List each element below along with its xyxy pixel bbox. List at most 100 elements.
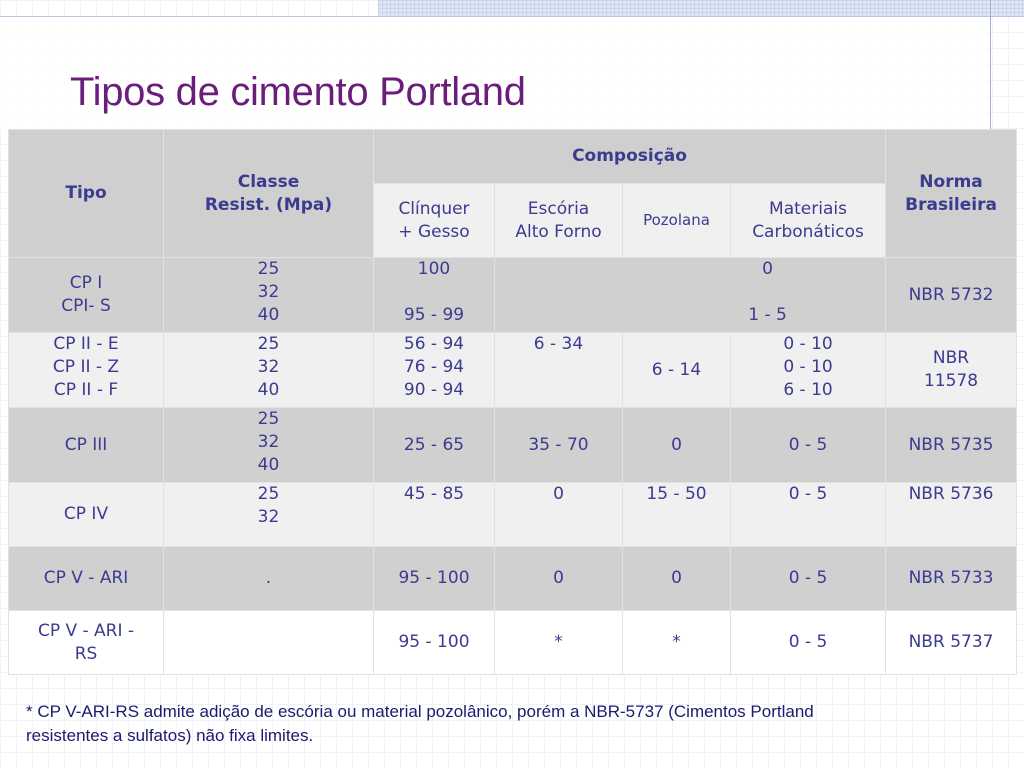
vertical-accent-line [990, 0, 991, 130]
header-pozolana: Pozolana [622, 183, 731, 258]
cell-classe [163, 610, 374, 675]
cell-line: 40 [257, 380, 280, 400]
header-materiais: Materiais Carbonáticos [729, 183, 887, 258]
footnote-line1: * CP V-ARI-RS admite adição de escória o… [26, 702, 814, 721]
cell-line: 0 - 5 [788, 632, 828, 652]
cell-classe: 25 32 [163, 482, 374, 547]
cell-line: 25 - 65 [403, 434, 465, 455]
header-escoria-line2: Alto Forno [515, 221, 602, 242]
cell-line: CP II - E [53, 334, 119, 354]
cell-tipo: CP I CPI- S [8, 257, 164, 333]
cell-classe: 25 32 40 [163, 257, 374, 333]
footnote-line2: resistentes a sulfatos) não fixa limites… [26, 726, 314, 745]
cell-line: 25 [257, 334, 280, 354]
cell-line: 35 - 70 [528, 434, 589, 455]
cell-line: 0 - 10 [783, 334, 833, 354]
cell-line: 0 [762, 259, 773, 279]
cell-escoria: 35 - 70 [494, 407, 623, 483]
cell-line: 11578 [923, 371, 979, 391]
cell-escoria: 0 [494, 546, 623, 611]
cell-line: 0 - 5 [788, 434, 828, 455]
header-escoria-line1: Escória [527, 198, 590, 219]
cell-line: 6 - 34 [533, 334, 584, 354]
cell-clinquer: 45 - 85 [373, 482, 495, 547]
table-row: CP III 25 32 40 25 - 65 35 - 70 0 0 - 5 … [8, 407, 1018, 483]
header-composicao-label: Composição [572, 146, 687, 166]
cell-line: 25 [257, 484, 280, 504]
cell-line: 40 [257, 455, 280, 475]
cell-line: CP I [69, 273, 103, 293]
table-row: CP I CPI- S 25 32 40 100 95 - 99 0 1 - 5… [8, 257, 1018, 333]
cell-line: 0 [671, 434, 682, 455]
cell-materiais: 0 - 5 [729, 407, 887, 483]
cell-line: NBR 5735 [908, 434, 994, 455]
cell-pozolana: * [622, 610, 731, 675]
cell-line: NBR 5737 [908, 632, 994, 652]
cell-line: NBR 5732 [908, 284, 994, 305]
cell-escoria: 0 [494, 482, 623, 547]
cell-line: CP V - ARI - [37, 620, 135, 641]
cell-line: 95 - 100 [398, 568, 470, 588]
cell-clinquer: 95 - 100 [373, 610, 495, 675]
cell-escoria: 6 - 34 [494, 332, 623, 408]
header-norma-line1: Norma [919, 171, 983, 192]
cell-materiais: 0 - 5 [729, 482, 887, 547]
cement-types-table: Tipo Classe Resist. (Mpa) Composição Nor… [8, 129, 1018, 675]
cell-line: 25 [257, 259, 280, 279]
cell-line: 25 [257, 409, 280, 429]
cell-line: 56 - 94 [403, 334, 465, 354]
header-norma: Norma Brasileira [885, 129, 1018, 258]
cell-line: 32 [257, 282, 280, 302]
cell-line: 100 [417, 259, 451, 279]
table-row: CP V - ARI . 95 - 100 0 0 0 - 5 NBR 5733 [8, 546, 1018, 611]
cell-tipo: CP II - E CP II - Z CP II - F [8, 332, 164, 408]
cell-classe: . [163, 546, 374, 611]
cell-line: CP II - F [53, 380, 119, 400]
cell-line: 90 - 94 [403, 380, 465, 400]
cell-norma: NBR 11578 [885, 332, 1018, 408]
header-tipo-label: Tipo [65, 183, 107, 203]
cell-line: 6 - 10 [783, 380, 833, 400]
cell-line: CP V - ARI [43, 568, 129, 588]
cell-pozolana: 6 - 14 [622, 332, 731, 408]
cell-tipo: CP III [8, 407, 164, 483]
cell-clinquer: 100 95 - 99 [373, 257, 495, 333]
top-band-divider [0, 16, 1024, 17]
cell-line: NBR 5733 [908, 568, 994, 588]
footnote: * CP V-ARI-RS admite adição de escória o… [26, 700, 1006, 748]
header-clinquer: Clínquer + Gesso [373, 183, 495, 258]
cell-clinquer: 56 - 94 76 - 94 90 - 94 [373, 332, 495, 408]
header-clinquer-line2: + Gesso [398, 221, 470, 242]
cell-line: 32 [257, 432, 280, 452]
header-classe-line1: Classe [237, 171, 300, 192]
cell-norma: NBR 5735 [885, 407, 1018, 483]
header-tipo: Tipo [8, 129, 164, 258]
cell-classe: 25 32 40 [163, 332, 374, 408]
cell-line: 0 [553, 568, 564, 588]
cell-line: 1 - 5 [748, 305, 787, 325]
cell-escoria-pozolana-materiais: 0 1 - 5 [493, 257, 887, 333]
table-row: CP IV 25 32 45 - 85 0 15 - 50 0 - 5 NBR … [8, 482, 1018, 547]
cell-norma: NBR 5732 [885, 257, 1018, 333]
top-decorative-band [378, 0, 1024, 16]
table-row: CP II - E CP II - Z CP II - F 25 32 40 5… [8, 332, 1018, 408]
cell-line: . [265, 568, 272, 588]
cell-pozolana: 15 - 50 [622, 482, 731, 547]
cell-line: 0 [671, 568, 682, 588]
cell-line: CP II - Z [52, 357, 120, 377]
cell-line: NBR [932, 348, 970, 368]
cell-pozolana: 0 [622, 407, 731, 483]
cell-line: 15 - 50 [646, 484, 707, 504]
cell-line: 45 - 85 [403, 484, 465, 504]
cell-pozolana: 0 [622, 546, 731, 611]
cell-line: 0 - 5 [788, 484, 828, 504]
header-composicao: Composição [372, 129, 887, 184]
cell-line: 40 [257, 305, 280, 325]
cell-clinquer: 25 - 65 [373, 407, 495, 483]
title-panel [0, 17, 989, 129]
slide-title: Tipos de cimento Portland [70, 70, 526, 114]
header-classe: Classe Resist. (Mpa) [163, 129, 374, 258]
cell-line: 0 [553, 484, 564, 504]
header-materiais-line1: Materiais [769, 198, 847, 219]
header-materiais-line2: Carbonáticos [752, 221, 864, 242]
